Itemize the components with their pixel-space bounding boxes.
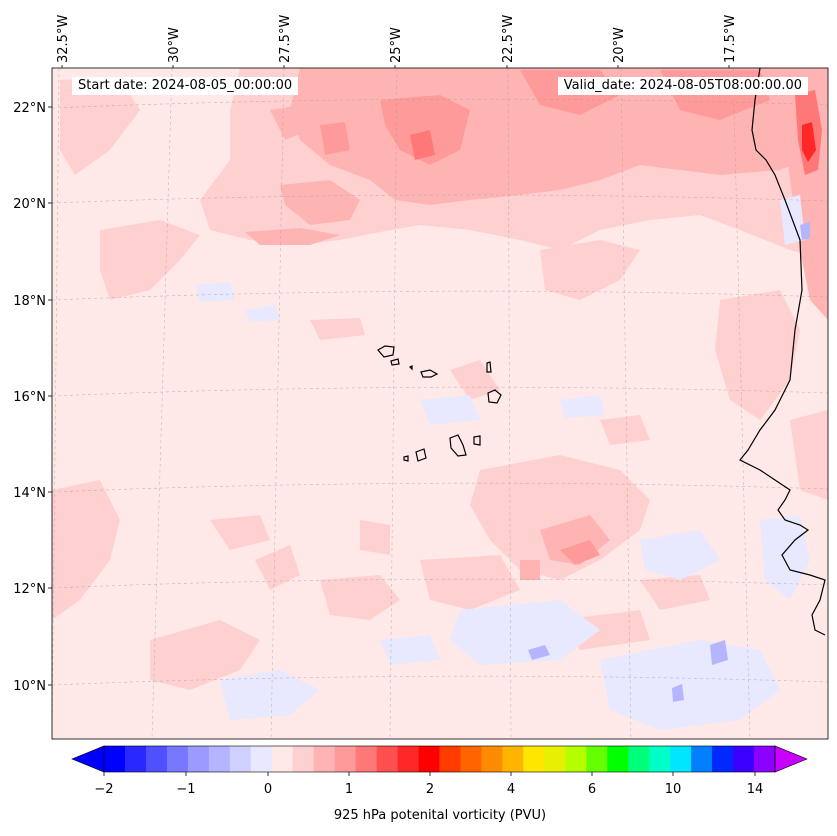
longitude-label: 17.5°W	[723, 15, 738, 63]
colorbar-segment	[124, 746, 147, 772]
colorbar-segment	[250, 746, 273, 772]
colorbar-max-extend	[774, 745, 808, 773]
colorbar-segment	[145, 746, 168, 772]
colorbar-segment	[670, 746, 692, 772]
colorbar-segment	[313, 746, 336, 772]
coastline	[377, 68, 826, 636]
colorbar-tick-label: 10	[665, 782, 682, 797]
colorbar-segment	[439, 746, 461, 772]
colorbar-segment	[187, 746, 210, 772]
colorbar-segment	[292, 746, 315, 772]
longitude-labels: 32.5°W 30°W 27.5°W 25°W 22.5°W 20°W 17.5°W	[56, 15, 738, 68]
longitude-label: 22.5°W	[501, 15, 516, 63]
map-frame	[51, 67, 829, 740]
pv-contours-negative-strong	[528, 222, 810, 702]
latitude-label: 20°N	[13, 197, 46, 212]
colorbar-tick-label: −2	[94, 782, 113, 797]
longitude-label: 30°W	[167, 27, 182, 63]
colorbar-segment	[355, 746, 377, 772]
colorbar-segment	[586, 746, 608, 772]
latitude-label: 12°N	[13, 582, 46, 597]
latitude-label: 14°N	[13, 486, 46, 501]
colorbar-segment	[166, 746, 189, 772]
latitude-label: 22°N	[13, 101, 46, 116]
colorbar-segment	[376, 746, 398, 772]
colorbar-segment	[271, 746, 294, 772]
colorbar-tick-label: 4	[507, 782, 515, 797]
colorbar-outline	[103, 745, 776, 773]
colorbar-segment	[544, 746, 566, 772]
colorbar-segment	[334, 746, 357, 772]
colorbar-segment	[460, 746, 482, 772]
colorbar-segment	[397, 746, 419, 772]
longitude-label: 32.5°W	[56, 15, 71, 63]
colorbar	[71, 745, 808, 773]
colorbar-segment	[418, 746, 440, 772]
colorbar-segment	[502, 746, 524, 772]
latitude-labels: 22°N 20°N 18°N 16°N 14°N 12°N 10°N	[13, 101, 52, 694]
colorbar-ticks: −2 −1 0 1 2 4 6 10 14	[94, 772, 763, 797]
colorbar-segment	[208, 746, 231, 772]
graticule	[52, 68, 828, 739]
latitude-label: 18°N	[13, 294, 46, 309]
colorbar-segment	[733, 746, 755, 772]
colorbar-segment	[104, 746, 126, 772]
colorbar-min-extend	[71, 745, 105, 773]
colorbar-segment	[649, 746, 671, 772]
colorbar-segment	[565, 746, 587, 772]
colorbar-tick-label: −1	[176, 782, 195, 797]
colorbar-segment	[481, 746, 503, 772]
colorbar-segment	[754, 746, 776, 772]
colorbar-segment	[712, 746, 734, 772]
latitude-label: 10°N	[13, 679, 46, 694]
start-date-label: Start date: 2024-08-05_00:00:00	[72, 77, 299, 95]
pv-contours-negative	[195, 195, 810, 730]
colorbar-segment	[691, 746, 713, 772]
longitude-label: 27.5°W	[278, 15, 293, 63]
longitude-label: 20°W	[612, 27, 627, 63]
colorbar-segment	[229, 746, 252, 772]
longitude-label: 25°W	[389, 27, 404, 63]
colorbar-segment	[607, 746, 629, 772]
colorbar-segment	[523, 746, 545, 772]
colorbar-tick-label: 0	[264, 782, 272, 797]
colorbar-tick-label: 6	[588, 782, 596, 797]
pv-field	[52, 68, 828, 739]
valid-date-label: Valid_date: 2024-08-05T08:00:00.00	[557, 77, 808, 95]
latitude-label: 16°N	[13, 390, 46, 405]
colorbar-tick-label: 1	[345, 782, 353, 797]
colorbar-segment	[628, 746, 650, 772]
colorbar-title: 925 hPa potenital vorticity (PVU)	[333, 808, 547, 823]
pv-contours-core	[802, 122, 816, 162]
colorbar-tick-label: 2	[426, 782, 434, 797]
colorbar-tick-label: 14	[747, 782, 764, 797]
